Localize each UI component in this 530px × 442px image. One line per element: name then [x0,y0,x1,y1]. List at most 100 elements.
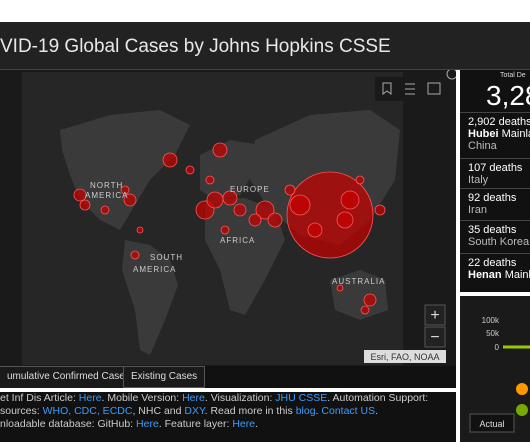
deaths: 22 deaths [468,257,517,269]
case-circle [248,213,262,227]
case-circle [73,188,87,202]
tab[interactable]: umulative Confirmed Cases [0,366,138,388]
link[interactable]: Here [182,392,205,404]
case-circle [100,205,110,215]
zoom-in-button[interactable] [424,304,446,326]
place-name: Henan [468,269,502,281]
case-circle [340,190,360,210]
link[interactable]: JHU CSSE [275,392,328,404]
text: . [255,418,258,430]
tabs: umulative Confirmed Cases Existing Cases [0,366,456,388]
link[interactable]: Here [136,418,159,430]
link[interactable]: Here [232,418,256,430]
qr-icon[interactable] [427,82,441,95]
case-circle [355,175,365,185]
deaths: 35 deaths [468,224,517,236]
zoom-out[interactable]: − [430,329,439,346]
case-circle [360,305,370,315]
text: . [375,405,379,417]
case-circles [73,142,386,315]
place: Henan Mainla [468,269,530,281]
case-circle [212,142,228,158]
list-icon[interactable] [405,83,415,95]
case-circle [233,203,247,217]
place: Hubei Mainla [468,128,530,140]
map: NORTH AMERICA EUROPE AFRICA SOUTH AMERIC… [22,68,458,365]
bookmark-icon[interactable] [382,82,392,95]
axis-label: 100k [482,316,500,325]
axis-label: 50k [486,329,500,338]
total-value: 3,28 [486,80,530,111]
case-circle [185,165,195,175]
info-line: sources: WHO, CDC, ECDC, NHC and DXY. Re… [0,405,456,418]
deaths: 92 deaths [468,192,517,204]
case-circle [374,204,386,216]
text: . [315,405,322,417]
map-label: NORTH [90,181,123,190]
legend-dot [516,404,528,416]
map-label: AUSTRALIA [332,277,385,286]
map-label: AMERICA [85,191,128,200]
death-entry: 107 deaths Italy [460,158,530,191]
deaths: 107 deaths [468,162,523,174]
country: Iran [468,204,487,216]
text: . Mobile Version: [101,392,183,404]
text: . Read more in this [204,405,296,417]
place-name: Hubei [468,128,499,140]
legend-dot [516,383,528,395]
case-circle [120,185,130,195]
case-circle [130,250,140,260]
expand-icon[interactable] [446,68,458,80]
link[interactable]: Here [78,392,102,404]
case-circle [307,222,323,238]
case-circle [205,175,215,185]
tab[interactable] [469,413,515,433]
death-entry: 35 deaths South Korea [460,220,530,253]
case-circle [255,200,275,220]
info-line: et Inf Dis Article: Here. Mobile Version… [0,392,456,405]
map-label: EUROPE [230,185,270,194]
axis-label: 0 [495,343,500,352]
map-label: AFRICA [220,236,255,245]
text: . Automation Support: [327,392,429,404]
case-circle [79,199,91,211]
chart-panel: 100k 50k 0 Actual [460,296,530,442]
deaths: 2,902 deaths [468,116,530,128]
case-circle [336,211,354,229]
attribution: Esri, FAO, NOAA [370,352,439,362]
case-circle [222,190,238,206]
mini-chart: 100k 50k 0 Actual [460,296,530,442]
text: . Visualization: [204,392,276,404]
tab-label[interactable]: Actual [479,419,504,429]
case-circle [267,212,283,228]
info-line: nloadable database: GitHub: Here. Featur… [0,418,456,431]
case-circle [289,194,311,216]
map-label: SOUTH [150,253,183,262]
zoom-in[interactable]: + [430,307,439,324]
zoom-out-button[interactable] [424,326,446,348]
country: Italy [468,174,489,186]
text: nloadable database: GitHub: [0,418,137,430]
header [0,22,530,70]
case-circle [162,152,178,168]
link[interactable]: blog [295,405,316,417]
country: China [468,140,497,152]
country: South Korea [468,236,530,248]
place-rest: Mainla [501,128,530,140]
map-panel: NORTH AMERICA EUROPE AFRICA SOUTH AMERIC… [0,68,458,366]
case-circle [220,225,230,235]
map-label: AMERICA [133,265,176,274]
case-circle [336,284,344,292]
link[interactable]: Contact US [321,405,376,417]
text: . Feature layer: [158,418,233,430]
title: VID-19 Global Cases by Johns Hopkins CSS… [0,36,391,57]
attribution-bg [364,350,446,363]
text: sources: [0,405,43,417]
info-panel: et Inf Dis Article: Here. Mobile Version… [0,392,456,442]
place-rest: Mainla [504,269,530,281]
link[interactable]: DXY [184,405,205,417]
link[interactable]: WHO, CDC, ECDC [42,405,133,417]
tab[interactable]: Existing Cases [123,366,206,388]
